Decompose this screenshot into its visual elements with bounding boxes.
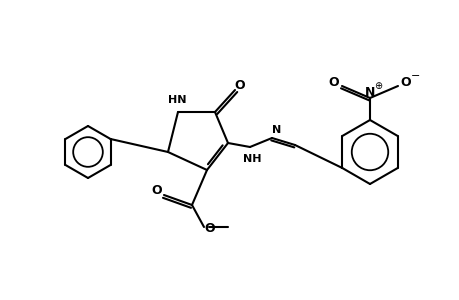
Text: N: N bbox=[364, 85, 375, 98]
Text: ⊕: ⊕ bbox=[373, 81, 381, 91]
Text: HN: HN bbox=[168, 95, 186, 105]
Text: O: O bbox=[151, 184, 162, 197]
Text: O: O bbox=[400, 76, 410, 88]
Text: N: N bbox=[272, 125, 281, 135]
Text: O: O bbox=[204, 223, 215, 236]
Text: NH: NH bbox=[242, 154, 261, 164]
Text: −: − bbox=[410, 71, 420, 81]
Text: O: O bbox=[234, 79, 245, 92]
Text: O: O bbox=[328, 76, 339, 88]
